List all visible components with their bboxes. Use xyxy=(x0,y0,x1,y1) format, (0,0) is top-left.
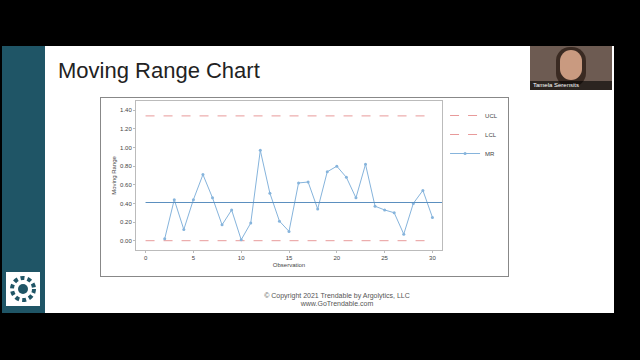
svg-text:15: 15 xyxy=(286,255,293,261)
svg-text:0.40: 0.40 xyxy=(120,201,132,207)
svg-text:0.20: 0.20 xyxy=(120,219,132,225)
svg-text:1.40: 1.40 xyxy=(120,107,132,113)
svg-text:5: 5 xyxy=(192,255,196,261)
svg-text:0.00: 0.00 xyxy=(120,238,132,244)
svg-text:MR: MR xyxy=(485,151,495,157)
svg-text:Moving Range: Moving Range xyxy=(111,155,117,194)
svg-text:0.80: 0.80 xyxy=(120,163,132,169)
svg-text:1.20: 1.20 xyxy=(120,126,132,132)
html-text:© Copyright 2021 Trendable by: © Copyright 2021 Trendable by Argolytics… xyxy=(264,292,410,299)
svg-text:25: 25 xyxy=(381,255,388,261)
html-text:Moving Range Chart: Moving Range Chart xyxy=(58,58,260,83)
svg-text:LCL: LCL xyxy=(485,132,497,138)
svg-text:Observation: Observation xyxy=(273,262,305,268)
svg-text:0.60: 0.60 xyxy=(120,182,132,188)
html-text:www.GoTrendable.com: www.GoTrendable.com xyxy=(300,300,374,307)
svg-text:0: 0 xyxy=(144,255,148,261)
svg-text:20: 20 xyxy=(333,255,340,261)
html-text:Tamela Serensits: Tamela Serensits xyxy=(533,82,579,88)
svg-text:1.00: 1.00 xyxy=(120,145,132,151)
svg-text:10: 10 xyxy=(238,255,245,261)
svg-text:30: 30 xyxy=(429,255,436,261)
svg-text:UCL: UCL xyxy=(485,113,498,119)
